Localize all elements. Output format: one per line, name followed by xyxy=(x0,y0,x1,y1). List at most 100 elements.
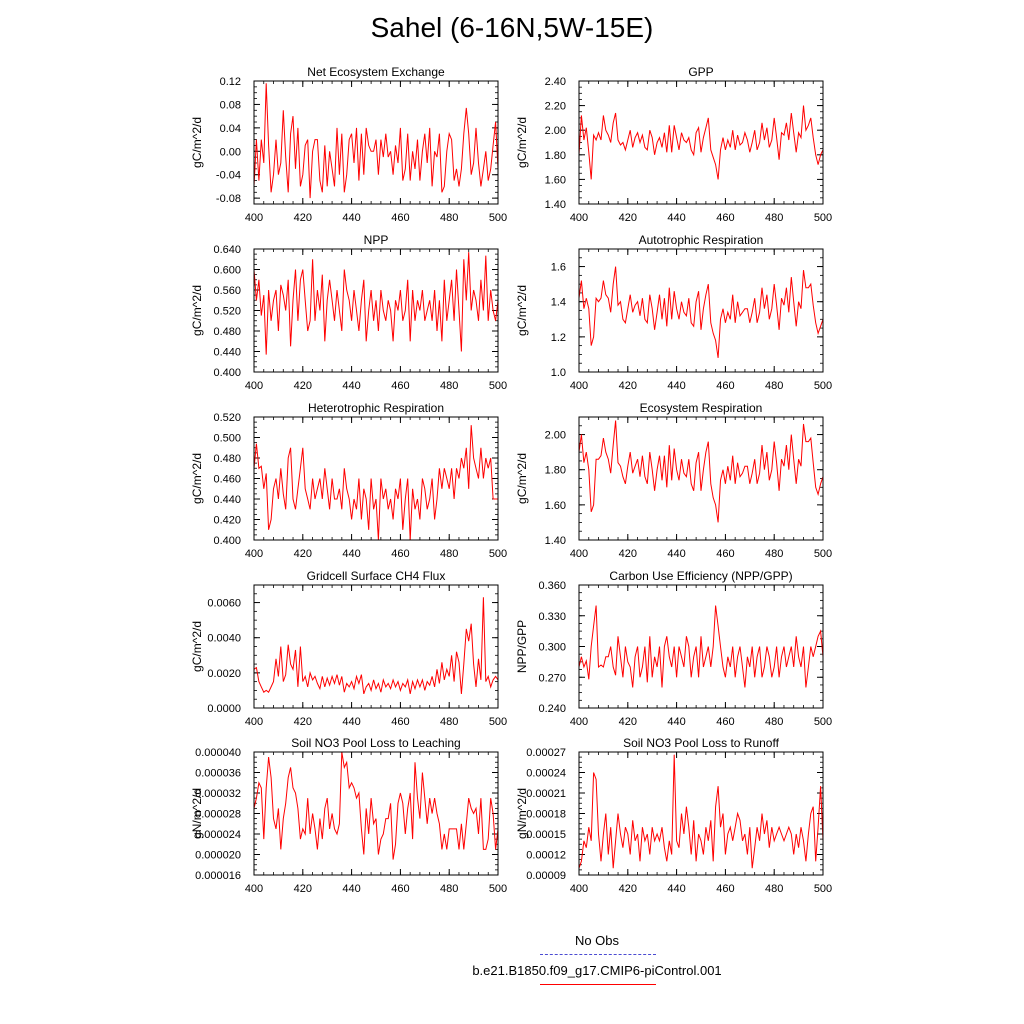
x-tick-label: 460 xyxy=(391,716,409,728)
x-tick-label: 400 xyxy=(245,883,263,895)
x-tick-label: 480 xyxy=(440,380,458,392)
y-tick-label: 2.00 xyxy=(545,125,566,137)
x-tick-label: 400 xyxy=(245,548,263,560)
y-tick-label: 0.240 xyxy=(538,703,566,715)
y-axis-label: NPP/GPP xyxy=(515,620,529,673)
y-tick-label: 0.500 xyxy=(213,433,241,445)
x-tick-label: 420 xyxy=(294,548,312,560)
x-tick-label: 460 xyxy=(391,883,409,895)
x-tick-label: 420 xyxy=(619,212,637,224)
y-tick-label: -0.04 xyxy=(216,170,241,182)
plot-frame xyxy=(253,416,499,541)
x-tick-label: 440 xyxy=(667,716,685,728)
x-tick-label: 480 xyxy=(440,716,458,728)
panel-title: GPP xyxy=(688,65,713,79)
y-tick-label: 2.20 xyxy=(545,101,566,113)
x-tick-label: 400 xyxy=(570,548,588,560)
y-tick-label: 1.40 xyxy=(545,535,566,547)
plot-frame xyxy=(253,248,499,373)
y-tick-label: 0.000020 xyxy=(195,850,241,862)
x-tick-label: 480 xyxy=(765,716,783,728)
x-tick-label: 500 xyxy=(814,716,832,728)
y-tick-label: 1.80 xyxy=(545,465,566,477)
x-tick-label: 500 xyxy=(489,212,507,224)
x-tick-label: 400 xyxy=(245,380,263,392)
y-tick-label: 0.400 xyxy=(213,535,241,547)
y-tick-label: 0.560 xyxy=(213,285,241,297)
x-tick-label: 460 xyxy=(716,548,734,560)
x-tick-label: 500 xyxy=(489,716,507,728)
x-tick-label: 400 xyxy=(570,716,588,728)
x-tick-label: 500 xyxy=(814,380,832,392)
series-line xyxy=(578,605,824,688)
y-tick-label: 0.00 xyxy=(220,146,241,158)
y-tick-label: 0.00009 xyxy=(526,870,566,882)
x-tick-label: 420 xyxy=(619,883,637,895)
x-tick-label: 420 xyxy=(294,716,312,728)
y-tick-label: 0.000028 xyxy=(195,809,241,821)
x-tick-label: 480 xyxy=(765,548,783,560)
y-tick-label: 0.000036 xyxy=(195,768,241,780)
legend-model-line xyxy=(540,984,656,985)
series-line xyxy=(578,420,824,523)
panel-title: Net Ecosystem Exchange xyxy=(307,65,445,79)
y-tick-label: 0.460 xyxy=(213,474,241,486)
series-line xyxy=(253,597,499,695)
y-axis-label: gC/m^2/d xyxy=(190,621,204,672)
x-tick-label: 420 xyxy=(294,380,312,392)
page-title: Sahel (6-16N,5W-15E) xyxy=(370,12,654,43)
x-tick-label: 400 xyxy=(570,883,588,895)
panel-title: Carbon Use Efficiency (NPP/GPP) xyxy=(609,569,792,583)
x-tick-label: 480 xyxy=(765,212,783,224)
x-tick-label: 460 xyxy=(391,548,409,560)
x-tick-label: 460 xyxy=(716,883,734,895)
y-tick-label: 0.300 xyxy=(538,642,566,654)
x-tick-label: 480 xyxy=(440,883,458,895)
plot-frame xyxy=(578,80,824,205)
plot-frame xyxy=(253,80,499,205)
plot-frame xyxy=(578,751,824,876)
panel-title: Autotrophic Respiration xyxy=(639,233,764,247)
y-tick-label: 0.330 xyxy=(538,611,566,623)
y-tick-label: 0.00027 xyxy=(526,747,566,759)
x-tick-label: 400 xyxy=(245,716,263,728)
x-tick-label: 500 xyxy=(489,548,507,560)
x-tick-label: 460 xyxy=(716,380,734,392)
y-tick-label: 1.2 xyxy=(551,332,566,344)
y-tick-label: 0.420 xyxy=(213,515,241,527)
series-line xyxy=(253,751,499,860)
y-tick-label: 0.520 xyxy=(213,306,241,318)
x-tick-label: 440 xyxy=(667,548,685,560)
y-tick-label: 0.480 xyxy=(213,453,241,465)
series-line xyxy=(253,252,499,355)
y-tick-label: 0.000016 xyxy=(195,870,241,882)
y-axis-label: gC/m^2/d xyxy=(515,453,529,504)
y-tick-label: -0.08 xyxy=(216,193,241,205)
y-tick-label: 0.00024 xyxy=(526,768,566,780)
y-tick-label: 1.0 xyxy=(551,367,566,379)
y-axis-label: gC/m^2/d xyxy=(190,117,204,168)
legend-obs-line xyxy=(540,954,656,955)
y-tick-label: 0.08 xyxy=(220,99,241,111)
y-tick-label: 0.04 xyxy=(220,123,241,135)
y-tick-label: 0.000032 xyxy=(195,788,241,800)
y-tick-label: 0.440 xyxy=(213,494,241,506)
y-tick-label: 0.0040 xyxy=(207,633,241,645)
x-tick-label: 420 xyxy=(619,380,637,392)
y-tick-label: 0.000040 xyxy=(195,747,241,759)
y-axis-label: gC/m^2/d xyxy=(190,453,204,504)
y-axis-label: gC/m^2/d xyxy=(515,285,529,336)
y-tick-label: 0.360 xyxy=(538,580,566,592)
x-tick-label: 480 xyxy=(440,548,458,560)
y-tick-label: 0.0060 xyxy=(207,598,241,610)
y-tick-label: 0.00018 xyxy=(526,809,566,821)
x-tick-label: 480 xyxy=(765,883,783,895)
series-line xyxy=(578,754,824,869)
plot-frame xyxy=(578,248,824,373)
x-tick-label: 440 xyxy=(667,212,685,224)
x-tick-label: 500 xyxy=(489,380,507,392)
panel-title: Soil NO3 Pool Loss to Leaching xyxy=(291,736,460,750)
x-tick-label: 420 xyxy=(294,883,312,895)
panel-title: Soil NO3 Pool Loss to Runoff xyxy=(623,736,780,750)
